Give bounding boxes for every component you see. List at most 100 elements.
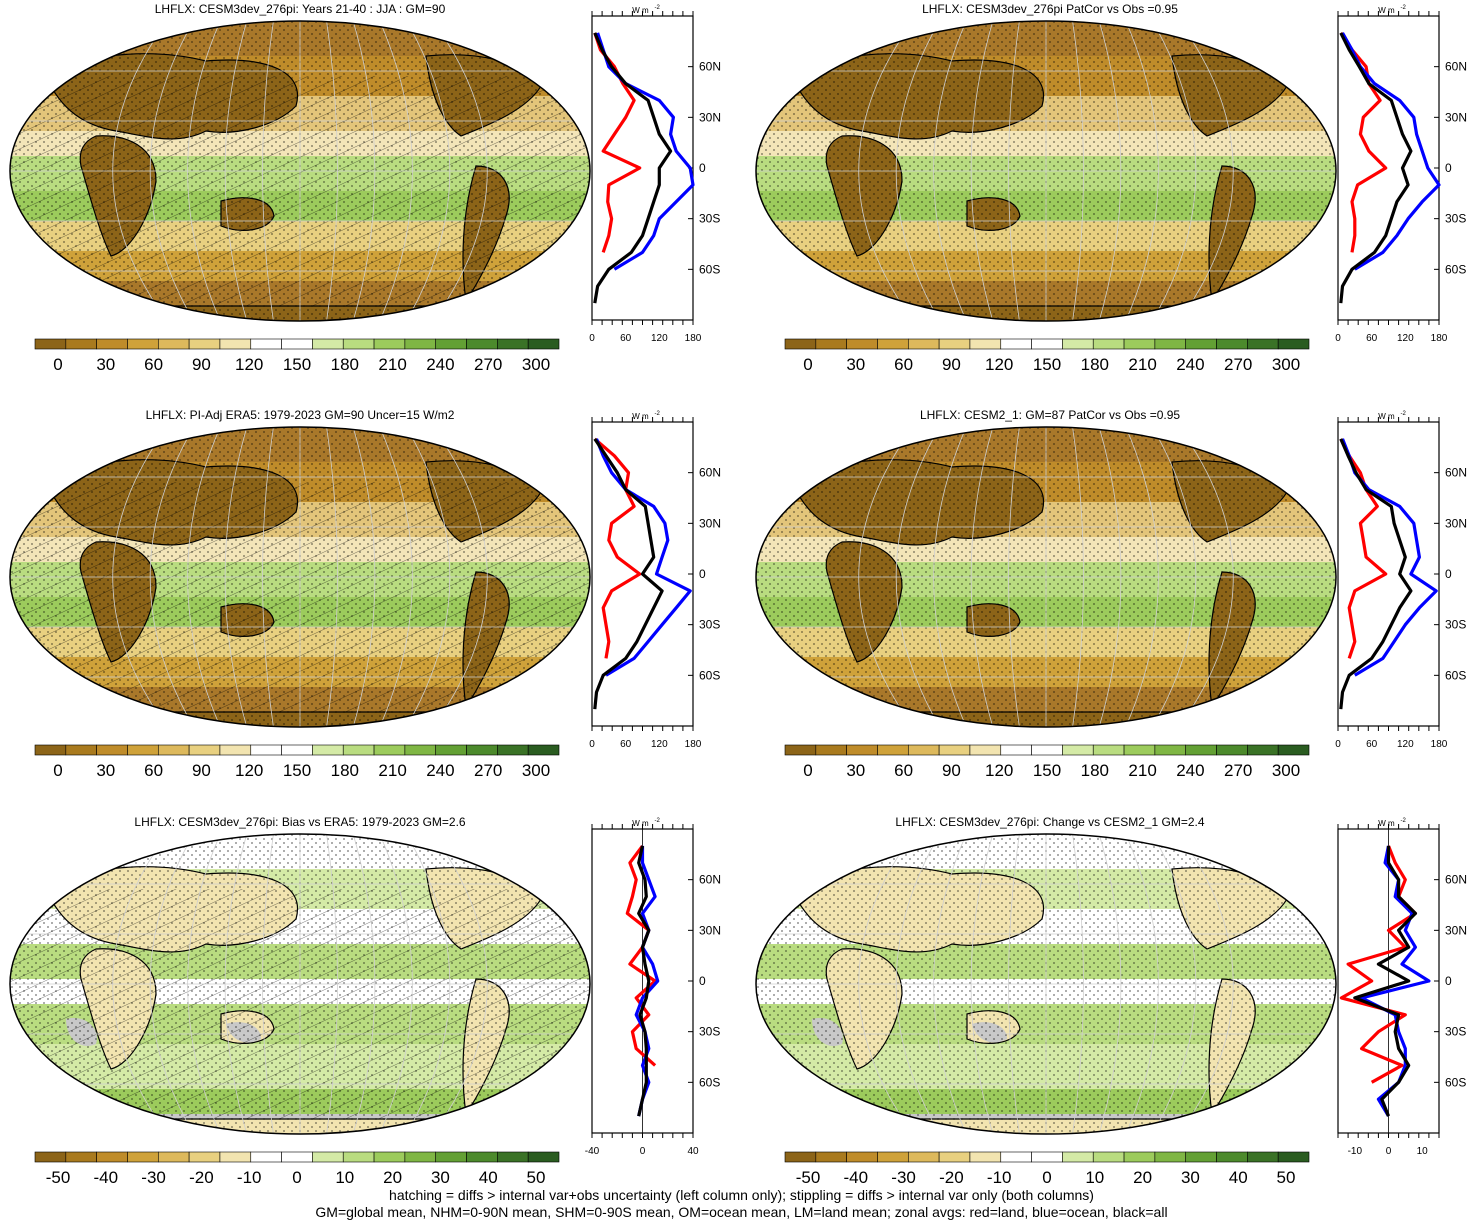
colorbar-tick-label: 10 [1085,1168,1104,1187]
colorbar-swatch [219,338,252,350]
zonal-mean-profile: W m -2 60N 30N 0 30S 60S -10 0 10 [1337,818,1467,1157]
graticule-lon [1098,833,1122,1135]
colorbar-tick-label: 180 [1081,761,1109,780]
profile-unit: W m [1378,819,1395,828]
profile-xlabel: -40 [585,1146,600,1157]
colorbar-swatch [969,744,1002,756]
colorbar-swatch [1000,1151,1032,1163]
zonal-mean-profile: W m -2 60N 30N 0 30S 60S 0 60 120 180 [1335,411,1467,750]
colorbar-tick-label: 0 [803,761,812,780]
colorbar-tick-label: 50 [1277,1168,1296,1187]
colorbar-swatch [466,1151,498,1163]
colorbar-tick-label: 150 [1033,355,1061,374]
profile-ylabel: 30S [699,1025,720,1039]
colorbar-swatch [404,338,437,350]
colorbar-tick-label: 150 [1033,761,1061,780]
colorbar-swatch [1123,744,1156,756]
graticule-lon [432,20,488,322]
colorbar-swatch [373,338,406,350]
colorbar-tick-label: 270 [1224,761,1252,780]
colorbar-tick-label: 60 [144,761,163,780]
profile-line-all [593,438,664,710]
colorbar-swatch [969,338,1002,350]
graticule-lon [262,20,274,322]
colorbar-tick-label: 300 [522,761,550,780]
profile-ylabel: 0 [699,974,706,988]
colorbar-tick-label: 0 [292,1168,301,1187]
graticule-lon [970,426,994,728]
map-outline [9,833,591,1135]
colorbar-tick-label: 60 [894,761,913,780]
colorbar-tick-label: 210 [378,761,406,780]
colorbar: 0 30 60 90 120 150 180 210 240 270 300 [784,744,1310,780]
colorbar: 0 30 60 90 120 150 180 210 240 270 300 [34,744,560,780]
graticule-lon [933,833,967,1135]
colorbar-tick-label: 240 [426,355,454,374]
profile-unit: W m [632,6,649,15]
graticule-lon [1098,426,1122,728]
panel-title: LHFLX: PI-Adj ERA5: 1979-2023 GM=90 Unce… [145,408,455,422]
profile-ylabel: 60N [699,873,721,887]
colorbar-tick-label: 210 [1128,355,1156,374]
zonal-mean-profile: W m -2 60N 30N 0 30S 60S 0 60 120 180 [589,5,721,344]
profile-unit: W m [1378,412,1395,421]
colorbar-swatch [219,1151,252,1163]
colorbar-swatch [877,744,909,756]
graticule-lon [1072,833,1084,1135]
profile-ylabel: 60S [1445,1075,1466,1089]
graticule-lon [379,20,413,322]
colorbar-tick-label: 30 [431,1168,450,1187]
graticule-lon [1151,426,1197,728]
colorbar-tick-label: 90 [942,355,961,374]
robinson-map [755,833,1337,1135]
colorbar-tick-label: 30 [1181,1168,1200,1187]
colorbar-tick-label: 0 [1042,1168,1051,1187]
graticule-lon [1151,833,1197,1135]
colorbar-tick-label: 120 [985,355,1013,374]
colorbar-swatch [281,338,313,350]
graticule-lon [1098,20,1122,322]
profile-xlabel: 180 [685,739,702,750]
graticule-lon [326,833,338,1135]
footer-note-line1: hatching = diffs > internal var+obs unce… [389,1187,1094,1203]
colorbar-tick-label: -50 [796,1168,821,1187]
profile-xlabel: 120 [1397,739,1414,750]
colorbar-tick-label: 120 [985,761,1013,780]
colorbar-swatch [435,1151,467,1163]
colorbar-swatch [938,1151,971,1163]
colorbar-swatch [1092,744,1125,756]
colorbar-tick-label: 60 [144,355,163,374]
colorbar-swatch [1185,744,1217,756]
graticule-lon [1178,426,1234,728]
graticule-lon [112,426,168,728]
colorbar-tick-label: -30 [891,1168,916,1187]
colorbar-tick-label: 30 [96,761,115,780]
profile-line-all [1339,438,1413,710]
graticule-lon [895,20,941,322]
colorbar-swatch [1123,1151,1156,1163]
colorbar-swatch [157,744,190,756]
colorbar-tick-label: -40 [844,1168,869,1187]
colorbar-tick-label: -40 [94,1168,119,1187]
graticule-lon [1178,20,1234,322]
colorbar-tick-label: -50 [46,1168,71,1187]
profile-xlabel: 0 [589,333,595,344]
colorbar-swatch [784,338,817,350]
graticule-lon [326,20,338,322]
colorbar-swatch [527,744,560,756]
colorbar-tick-label: 30 [846,761,865,780]
profile-ylabel: 0 [1445,567,1452,581]
colorbar-swatch [188,1151,221,1163]
colorbar-swatch [907,338,940,350]
colorbar-swatch [34,1151,67,1163]
panel-title: LHFLX: CESM3dev_276pi: Change vs CESM2_1… [895,815,1205,829]
profile-ylabel: 30S [1445,1025,1466,1039]
colorbar-swatch [65,1151,97,1163]
colorbar-swatch [34,338,67,350]
profile-ylabel: 60S [1445,262,1466,276]
colorbar-tick-label: 0 [803,355,812,374]
panel-title: LHFLX: CESM3dev_276pi PatCor vs Obs =0.9… [922,2,1178,16]
graticule-lon [379,833,413,1135]
colorbar-swatch [784,1151,817,1163]
zonal-mean-profile: W m -2 60N 30N 0 30S 60S -40 0 40 [585,818,721,1157]
